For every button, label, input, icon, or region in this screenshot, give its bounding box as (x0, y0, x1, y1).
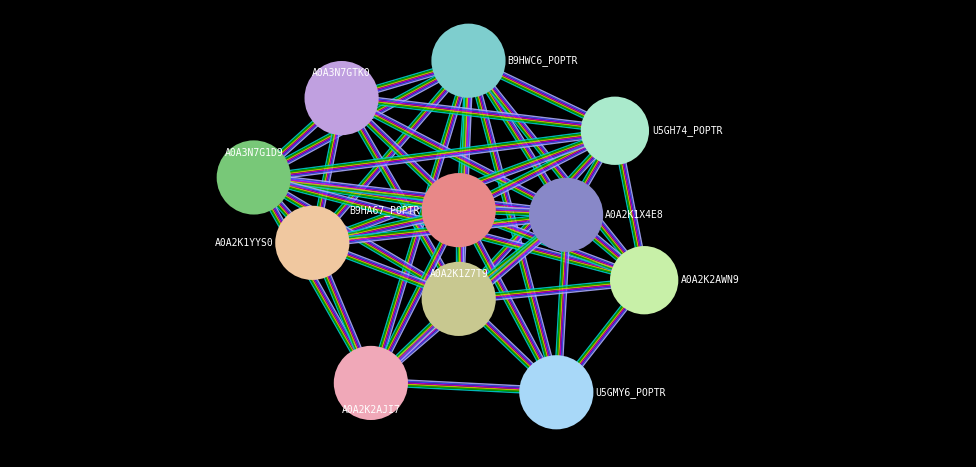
Ellipse shape (519, 355, 593, 429)
Text: B9HA67_POPTR: B9HA67_POPTR (349, 205, 420, 216)
Ellipse shape (422, 262, 496, 336)
Ellipse shape (275, 206, 349, 280)
Ellipse shape (217, 141, 291, 214)
Text: U5GH74_POPTR: U5GH74_POPTR (652, 125, 722, 136)
Text: A0A2K2AJI7: A0A2K2AJI7 (342, 405, 400, 415)
Text: B9HWC6_POPTR: B9HWC6_POPTR (508, 55, 578, 66)
Ellipse shape (529, 178, 603, 252)
Ellipse shape (305, 61, 379, 135)
Text: A0A3N7G1D9: A0A3N7G1D9 (224, 148, 283, 158)
Text: A0A2K1YYS0: A0A2K1YYS0 (215, 238, 273, 248)
Ellipse shape (422, 173, 496, 247)
Ellipse shape (334, 346, 408, 420)
Text: U5GMY6_POPTR: U5GMY6_POPTR (595, 387, 666, 398)
Text: A0A2K2AWN9: A0A2K2AWN9 (681, 275, 740, 285)
Text: A0A2K1X4E8: A0A2K1X4E8 (605, 210, 664, 220)
Ellipse shape (581, 97, 649, 165)
Text: A0A2K1Z7T9: A0A2K1Z7T9 (429, 269, 488, 279)
Ellipse shape (431, 24, 506, 98)
Text: A0A3N7GTK0: A0A3N7GTK0 (312, 69, 371, 78)
Ellipse shape (610, 246, 678, 314)
